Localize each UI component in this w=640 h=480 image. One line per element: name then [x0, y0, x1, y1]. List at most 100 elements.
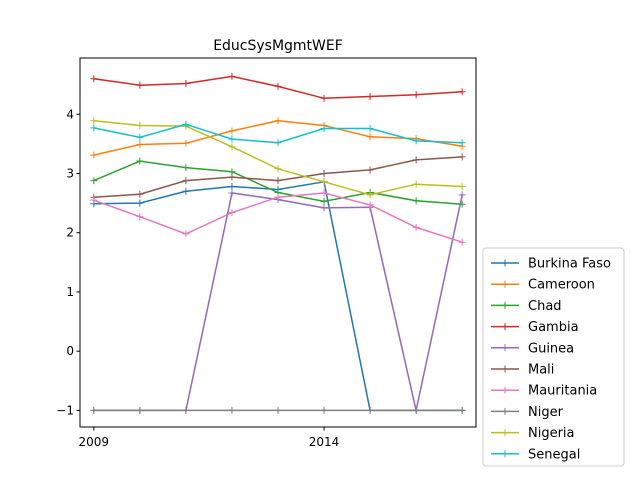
- data-point: [182, 120, 190, 128]
- data-point: [228, 173, 236, 181]
- data-point: [136, 199, 144, 207]
- data-point: [136, 157, 144, 165]
- y-tick-label: 3: [66, 166, 74, 180]
- legend-marker: [501, 386, 509, 394]
- legend-item: Cameroon: [491, 278, 595, 293]
- series-line: [93, 192, 463, 412]
- data-point: [274, 193, 282, 201]
- data-point: [458, 191, 466, 199]
- legend-label: Mali: [528, 363, 554, 378]
- data-point: [366, 406, 374, 414]
- data-point: [320, 178, 328, 186]
- data-point: [90, 75, 98, 83]
- data-point: [274, 117, 282, 125]
- data-point: [228, 143, 236, 151]
- legend-item: Gambia: [491, 320, 579, 335]
- data-point: [182, 139, 190, 147]
- data-point: [320, 406, 328, 414]
- data-point: [228, 72, 236, 80]
- data-point: [228, 135, 236, 143]
- legend-item: Senegal: [491, 447, 580, 462]
- data-point: [274, 139, 282, 147]
- y-tick-label: 0: [66, 344, 74, 358]
- series-layer: [90, 72, 466, 414]
- legend-label: Cameroon: [528, 278, 595, 293]
- series-nigeria: [90, 117, 466, 199]
- data-point: [228, 183, 236, 191]
- data-point: [412, 406, 420, 414]
- legend-marker: [501, 259, 509, 267]
- data-point: [90, 124, 98, 132]
- data-point: [182, 406, 190, 414]
- data-point: [458, 183, 466, 191]
- legend: Burkina Faso Cameroon Chad Gambia Guinea Mali…: [482, 247, 625, 467]
- data-point: [90, 117, 98, 125]
- data-point: [320, 94, 328, 102]
- y-tick-label: 4: [66, 107, 74, 121]
- data-point: [136, 81, 144, 89]
- legend-label: Guinea: [528, 341, 574, 356]
- data-point: [136, 190, 144, 198]
- y-tick-label: 1: [66, 285, 74, 299]
- legend-marker: [501, 429, 509, 437]
- legend-item: Guinea: [491, 341, 574, 356]
- data-point: [366, 191, 374, 199]
- data-point: [274, 177, 282, 185]
- legend-item: Burkina Faso: [491, 257, 611, 272]
- data-point: [182, 230, 190, 238]
- data-point: [90, 196, 98, 204]
- data-point: [412, 223, 420, 231]
- plot-frame: [79, 57, 477, 428]
- series-mauritania: [90, 189, 466, 246]
- series-gambia: [90, 72, 466, 102]
- data-point: [320, 189, 328, 197]
- data-point: [136, 133, 144, 141]
- legend-label: Gambia: [528, 320, 579, 335]
- data-point: [412, 197, 420, 205]
- y-tick-label: 2: [66, 226, 74, 240]
- legend-label: Chad: [528, 299, 562, 314]
- data-point: [458, 88, 466, 96]
- legend-marker: [501, 365, 509, 373]
- data-point: [458, 153, 466, 161]
- legend-marker: [501, 280, 509, 288]
- legend-label: Niger: [528, 405, 564, 420]
- chart-title: EducSysMgmtWEF: [213, 38, 343, 54]
- data-point: [136, 406, 144, 414]
- series-niger: [90, 406, 466, 414]
- data-point: [458, 238, 466, 246]
- data-point: [274, 406, 282, 414]
- data-point: [182, 164, 190, 172]
- data-point: [412, 180, 420, 188]
- data-point: [412, 91, 420, 99]
- data-point: [182, 177, 190, 185]
- legend-marker: [501, 344, 509, 352]
- data-point: [366, 124, 374, 132]
- x-tick-label: 2009: [79, 435, 110, 449]
- data-point: [228, 406, 236, 414]
- legend-label: Burkina Faso: [528, 257, 611, 272]
- legend-item: Niger: [491, 405, 564, 420]
- series-line: [93, 180, 463, 412]
- data-point: [412, 156, 420, 164]
- legend-item: Chad: [491, 299, 562, 314]
- legend-item: Mauritania: [491, 384, 597, 399]
- series-mali: [90, 153, 466, 201]
- data-point: [90, 151, 98, 159]
- data-point: [366, 166, 374, 174]
- data-point: [182, 79, 190, 87]
- data-point: [136, 213, 144, 221]
- data-point: [320, 169, 328, 177]
- legend-item: Mali: [491, 363, 554, 378]
- legend-marker: [501, 407, 509, 415]
- data-point: [412, 137, 420, 145]
- data-point: [320, 197, 328, 205]
- data-point: [458, 406, 466, 414]
- data-point: [458, 139, 466, 147]
- data-point: [136, 122, 144, 130]
- series-cameroon: [90, 117, 466, 159]
- legend-item: Nigeria: [491, 426, 575, 441]
- data-point: [320, 204, 328, 212]
- legend-label: Mauritania: [528, 384, 597, 399]
